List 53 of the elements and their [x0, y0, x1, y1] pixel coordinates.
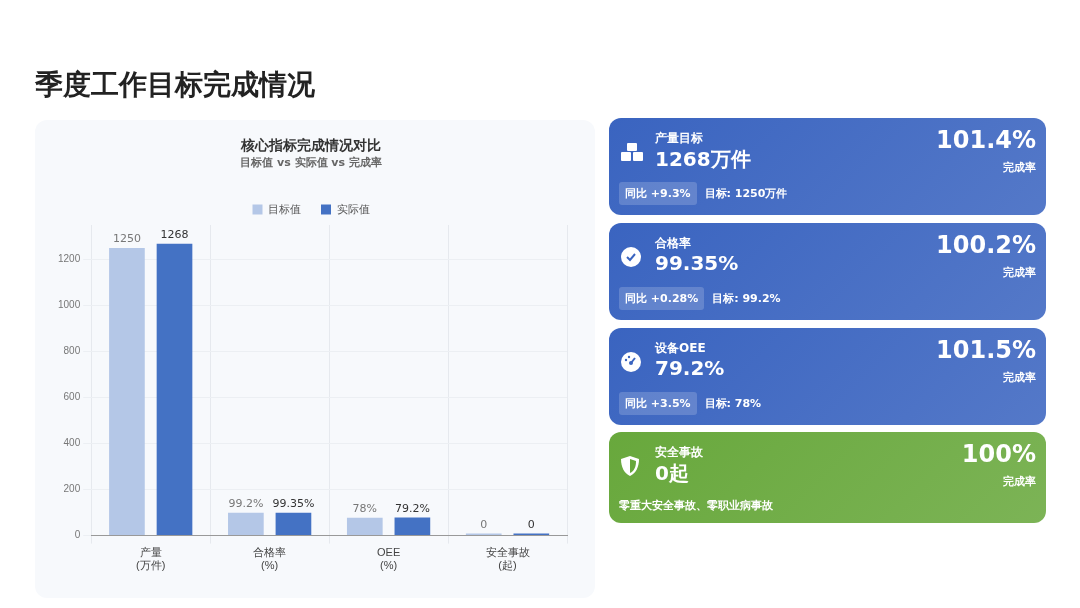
text: 完成率 [1003, 474, 1036, 489]
text: 产量目标 [655, 130, 703, 147]
x-tick-label: 安全事故 (起) [485, 546, 530, 572]
y-tick-label: 1200 [58, 253, 81, 265]
data-label: 1268 [160, 228, 189, 242]
x-tick-label: 产量 (万件) [136, 546, 166, 572]
legend-label: 实际值 [336, 202, 370, 215]
chart-subtitle: 目标值 vs 实际值 vs 完成率 [240, 156, 382, 170]
y-tick-label: 800 [63, 345, 81, 357]
bar [346, 517, 383, 536]
text: 合格率 [655, 235, 691, 252]
bar [275, 512, 312, 536]
y-tick-label: 200 [63, 483, 81, 495]
chart-title: 核心指标完成情况对比 [240, 137, 381, 154]
data-label: 0 [527, 517, 535, 531]
text: 100.2% [936, 231, 1036, 259]
bar [109, 248, 145, 536]
y-tick-label: 600 [63, 391, 81, 403]
data-label: 0 [480, 517, 488, 531]
text: 设备OEE [655, 340, 706, 357]
text: 完成率 [1003, 370, 1036, 385]
text: 79.2% [655, 356, 725, 380]
text: 101.4% [936, 126, 1036, 154]
data-label: 78% [352, 502, 378, 516]
text: 同比 +3.5% [619, 392, 697, 415]
text: 目标: 99.2% [712, 291, 781, 306]
bar [394, 517, 431, 536]
text: 完成率 [1003, 265, 1036, 280]
text: 0起 [655, 460, 689, 487]
text: 完成率 [1003, 160, 1036, 175]
text: 安全事故 [655, 444, 703, 461]
text: 目标: 78% [704, 396, 762, 411]
text: 1268万件 [655, 146, 751, 173]
text: 零重大安全事故、零职业病事故 [619, 498, 773, 513]
y-tick-label: 0 [74, 529, 81, 541]
text: 同比 +9.3% [619, 182, 697, 205]
data-label: 99.2% [228, 497, 264, 511]
data-label: 79.2% [394, 501, 430, 515]
legend-label: 目标值 [268, 202, 301, 215]
text: 101.5% [936, 336, 1036, 364]
x-tick-label: OEE (%) [376, 546, 401, 572]
text: 100% [961, 440, 1036, 468]
data-label: 1250 [112, 232, 141, 246]
x-tick-label: 合格率 (%) [253, 546, 287, 572]
bar [156, 243, 193, 536]
text: 99.35% [655, 251, 739, 275]
text: 季度工作目标完成情况 [35, 67, 315, 103]
y-tick-label: 1000 [58, 299, 81, 311]
text: 目标: 1250万件 [704, 186, 788, 201]
text: 同比 +0.28% [619, 287, 705, 310]
data-label: 99.35% [272, 497, 315, 511]
y-tick-label: 400 [63, 437, 81, 449]
bar [228, 512, 264, 536]
